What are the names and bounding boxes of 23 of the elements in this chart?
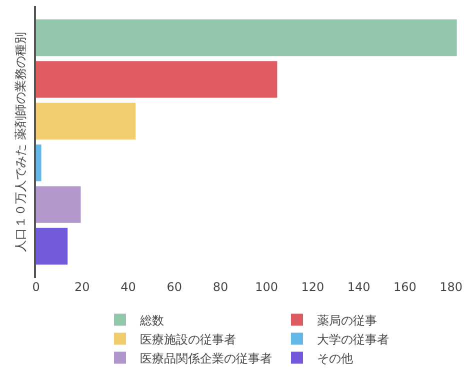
x-tick-label: 100 bbox=[255, 280, 278, 294]
x-tick-label: 120 bbox=[301, 280, 324, 294]
x-tick-label: 0 bbox=[32, 280, 40, 294]
bar bbox=[36, 61, 278, 98]
legend-label: その他 bbox=[317, 351, 353, 366]
x-tick-label: 180 bbox=[440, 280, 463, 294]
bar bbox=[36, 102, 136, 140]
bar bbox=[36, 144, 42, 182]
x-tick-label: 80 bbox=[212, 280, 228, 294]
legend-label: 医療施設の従事者 bbox=[140, 332, 236, 346]
x-tick-label: 20 bbox=[74, 280, 90, 294]
legend-label: 大学の従事者 bbox=[317, 332, 389, 346]
legend-label: 薬局の従事 bbox=[317, 313, 377, 328]
x-tick-label: 140 bbox=[347, 280, 370, 294]
y-axis-title: 人口１０万人でみた 薬剤師の業務の種別 bbox=[13, 32, 28, 252]
bar bbox=[36, 228, 68, 265]
x-tick-label: 60 bbox=[166, 280, 182, 294]
legend-label: 総数 bbox=[139, 313, 164, 328]
bar bbox=[36, 186, 81, 223]
bar bbox=[36, 19, 457, 56]
x-tick-label: 160 bbox=[394, 280, 416, 294]
legend-label: 医療品関係企業の従事者 bbox=[140, 351, 272, 366]
x-tick-label: 40 bbox=[120, 280, 136, 294]
